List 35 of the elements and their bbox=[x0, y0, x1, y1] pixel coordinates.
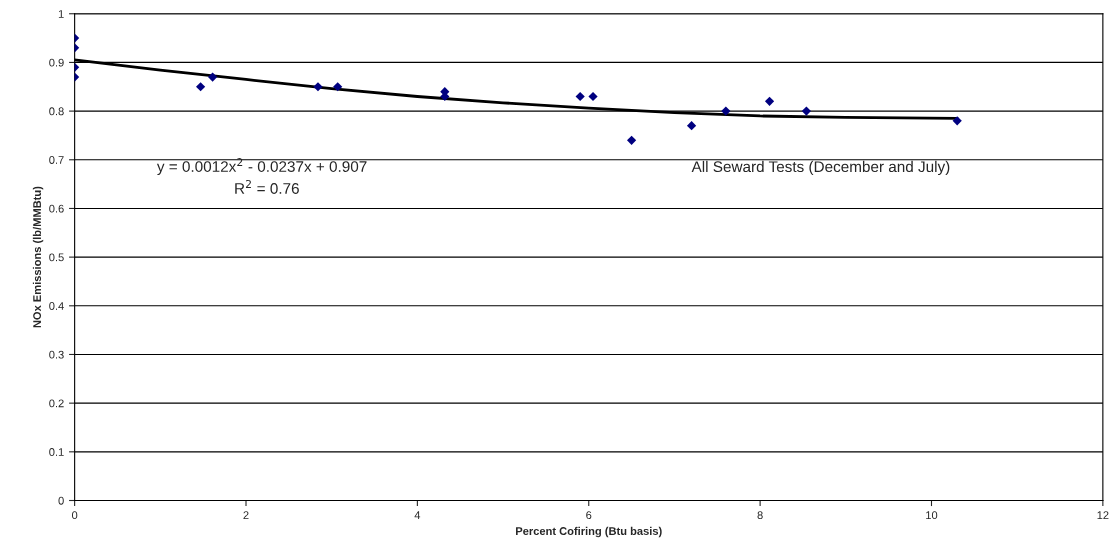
x-tick-label: 10 bbox=[926, 511, 938, 520]
point bbox=[764, 96, 775, 106]
y-tick-label: 0.4 bbox=[49, 302, 64, 310]
y-tick-label: 0.1 bbox=[49, 448, 64, 456]
point bbox=[686, 121, 697, 131]
point bbox=[333, 82, 343, 92]
y-tick-label: 1 bbox=[58, 10, 64, 18]
x-tick-label: 0 bbox=[71, 511, 78, 520]
x-tick-label: 2 bbox=[243, 511, 249, 519]
y-tick-label: 0.2 bbox=[49, 399, 64, 408]
x-axis-title: Percent Cofiring (Btu basis) bbox=[516, 526, 662, 538]
y-tick-label: 0 bbox=[58, 496, 64, 505]
y-tick-label: 0.7 bbox=[49, 156, 64, 164]
point bbox=[588, 91, 598, 102]
point bbox=[575, 91, 585, 102]
point bbox=[195, 82, 206, 92]
x-tick-label: 12 bbox=[1097, 511, 1109, 519]
point bbox=[207, 72, 218, 82]
x-tick-label: 8 bbox=[757, 511, 763, 520]
point bbox=[626, 135, 637, 145]
x-tick-label: 6 bbox=[586, 511, 592, 520]
y-tick-label: 0.6 bbox=[49, 204, 64, 213]
point bbox=[313, 82, 323, 92]
y-tick-label: 0.5 bbox=[49, 253, 64, 262]
y-tick-label: 0.8 bbox=[49, 107, 64, 116]
point bbox=[721, 106, 731, 116]
y-tick-label: 0.9 bbox=[49, 58, 64, 67]
point bbox=[952, 116, 962, 126]
y-tick-label: 0.3 bbox=[49, 350, 64, 359]
y-axis-title: NOx Emissions (lb/MMBtu) bbox=[32, 186, 44, 328]
annotation: y = 0.0012x$^{2}$ - 0.0237x + 0.907 bbox=[156, 158, 367, 175]
annotation: R$^{2}$ = 0.76 bbox=[235, 179, 299, 194]
x-tick-label: 4 bbox=[414, 511, 421, 519]
point bbox=[801, 106, 811, 116]
annotation: All Seward Tests (December and July) bbox=[691, 160, 950, 176]
